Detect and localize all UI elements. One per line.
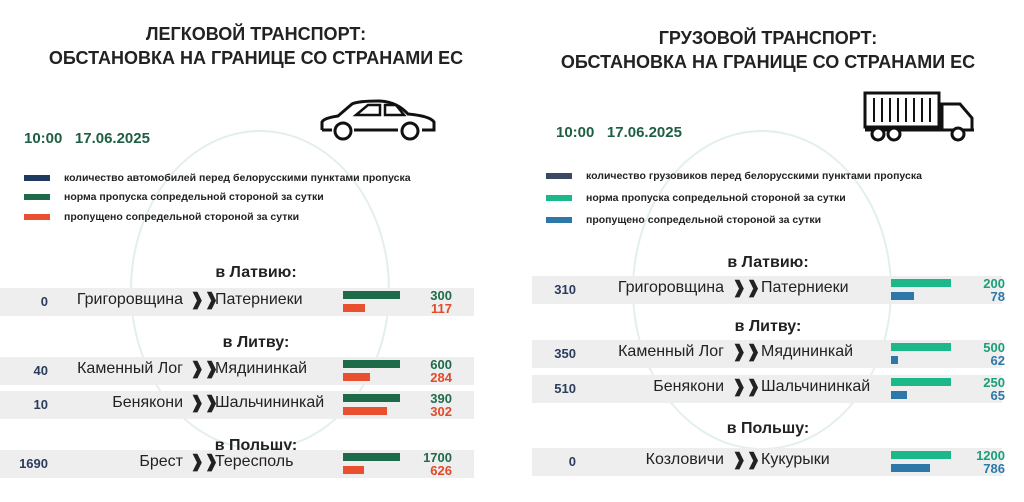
passed-bar [891, 292, 915, 300]
crossing-row: 350 Каменный Лог ❱❱ Мядининкай 500 62 [532, 340, 1005, 368]
from-checkpoint: Бенякони [653, 378, 724, 395]
legend-queue: количество автомобилей перед белорусским… [24, 168, 411, 188]
passed-value: 786 [983, 461, 1005, 476]
from-checkpoint: Козловичи [645, 451, 724, 468]
norm-bar [343, 360, 400, 368]
section-heading: в Польшу: [726, 420, 810, 437]
from-checkpoint: Григоровщина [76, 291, 183, 308]
legend-passed: пропущено сопредельной стороной за сутки [24, 207, 411, 227]
double-chevron-icon: ❱❱ [732, 450, 761, 469]
legend-norm: норма пропуска сопредельной стороной за … [546, 187, 922, 209]
passed-bar [891, 391, 907, 399]
passed-value: 65 [990, 388, 1005, 403]
legend: количество автомобилей перед белорусским… [24, 168, 411, 227]
queue-count: 0 [568, 454, 576, 469]
double-chevron-icon: ❱❱ [190, 393, 219, 412]
from-checkpoint: Каменный Лог [77, 360, 183, 377]
crossing-row: 510 Бенякони ❱❱ Шальчининкай 250 65 [532, 375, 1005, 403]
section-heading: в Литву: [734, 318, 802, 335]
passed-value: 62 [990, 353, 1005, 368]
legend-queue: количество грузовиков перед белорусскими… [546, 165, 922, 187]
from-checkpoint: Каменный Лог [618, 343, 724, 360]
to-checkpoint: Кукурыки [761, 451, 830, 468]
from-checkpoint: Григоровщина [617, 279, 724, 296]
norm-bar [891, 451, 951, 459]
norm-bar [343, 394, 400, 402]
double-chevron-icon: ❱❱ [732, 278, 761, 297]
norm-value: 250 [983, 375, 1005, 390]
queue-count: 10 [33, 397, 48, 412]
queue-count: 40 [33, 363, 48, 378]
passenger-panel: ЛЕГКОВОЙ ТРАНСПОРТ: ОБСТАНОВКА НА ГРАНИЦЕ… [0, 24, 474, 478]
norm-value: 600 [430, 357, 452, 372]
car-icon [320, 99, 436, 141]
queue-count: 350 [554, 346, 576, 361]
double-chevron-icon: ❱❱ [190, 290, 219, 309]
section-heading: в Польшу: [214, 437, 298, 454]
norm-bar [343, 291, 400, 299]
passed-bar [343, 407, 388, 415]
passed-bar [343, 373, 370, 381]
crossing-row: 0 Козловичи ❱❱ Кукурыки 1200 786 [532, 448, 1005, 476]
norm-value: 300 [430, 288, 452, 303]
norm-bar [343, 453, 400, 461]
norm-value: 1700 [423, 450, 452, 465]
crossing-row: 310 Григоровщина ❱❱ Патерниеки 200 78 [532, 276, 1005, 304]
passed-value: 302 [430, 404, 452, 419]
to-checkpoint: Мядининкай [761, 343, 854, 360]
queue-count: 1690 [19, 456, 48, 471]
norm-value: 1200 [976, 448, 1005, 463]
passed-value: 284 [430, 370, 452, 385]
truck-icon [863, 91, 974, 142]
from-checkpoint: Бенякони [112, 394, 183, 411]
section-heading: в Литву: [222, 334, 290, 351]
norm-value: 200 [983, 276, 1005, 291]
norm-bar [891, 378, 951, 386]
section-heading: в Латвию: [727, 254, 809, 271]
timestamp: 10:00 17.06.2025 [24, 130, 150, 147]
queue-count: 0 [40, 294, 48, 309]
passed-value: 117 [431, 301, 452, 316]
norm-value: 500 [983, 340, 1005, 355]
legend: количество грузовиков перед белорусскими… [546, 165, 922, 231]
to-checkpoint: Тересполь [215, 453, 294, 470]
panel-title: ГРУЗОВОЙ ТРАНСПОРТ: ОБСТАНОВКА НА ГРАНИЦЕ… [560, 28, 976, 72]
crossing-row: 1690 Брест ❱❱ Тересполь 1700 626 [0, 450, 474, 478]
queue-count: 510 [554, 381, 576, 396]
passed-bar [343, 304, 366, 312]
norm-bar [891, 279, 951, 287]
cargo-panel: ГРУЗОВОЙ ТРАНСПОРТ: ОБСТАНОВКА НА ГРАНИЦЕ… [512, 0, 1024, 502]
crossing-row: 10 Бенякони ❱❱ Шальчининкай 390 302 [0, 391, 474, 419]
to-checkpoint: Патерниеки [215, 291, 303, 308]
passed-bar [343, 466, 364, 474]
to-checkpoint: Мядининкай [215, 360, 308, 377]
passed-value: 626 [430, 463, 452, 478]
double-chevron-icon: ❱❱ [190, 452, 219, 471]
double-chevron-icon: ❱❱ [190, 359, 219, 378]
timestamp: 10:00 17.06.2025 [556, 124, 682, 141]
section-heading: в Латвию: [215, 264, 297, 281]
queue-count: 310 [554, 282, 576, 297]
to-checkpoint: Шальчининкай [761, 378, 871, 395]
legend-norm: норма пропуска сопредельной стороной за … [24, 188, 411, 208]
passed-bar [891, 356, 899, 364]
double-chevron-icon: ❱❱ [732, 342, 761, 361]
legend-passed: пропущено сопредельной стороной за сутки [546, 209, 922, 231]
from-checkpoint: Брест [139, 453, 183, 470]
passed-bar [891, 464, 931, 472]
double-chevron-icon: ❱❱ [732, 377, 761, 396]
crossing-row: 40 Каменный Лог ❱❱ Мядининкай 600 284 [0, 357, 474, 385]
to-checkpoint: Патерниеки [761, 279, 849, 296]
crossing-row: 0 Григоровщина ❱❱ Патерниеки 300 117 [0, 288, 474, 316]
to-checkpoint: Шальчининкай [215, 394, 325, 411]
panel-title: ЛЕГКОВОЙ ТРАНСПОРТ: ОБСТАНОВКА НА ГРАНИЦЕ… [48, 24, 464, 68]
norm-value: 390 [430, 391, 452, 406]
norm-bar [891, 343, 951, 351]
passed-value: 78 [990, 289, 1005, 304]
